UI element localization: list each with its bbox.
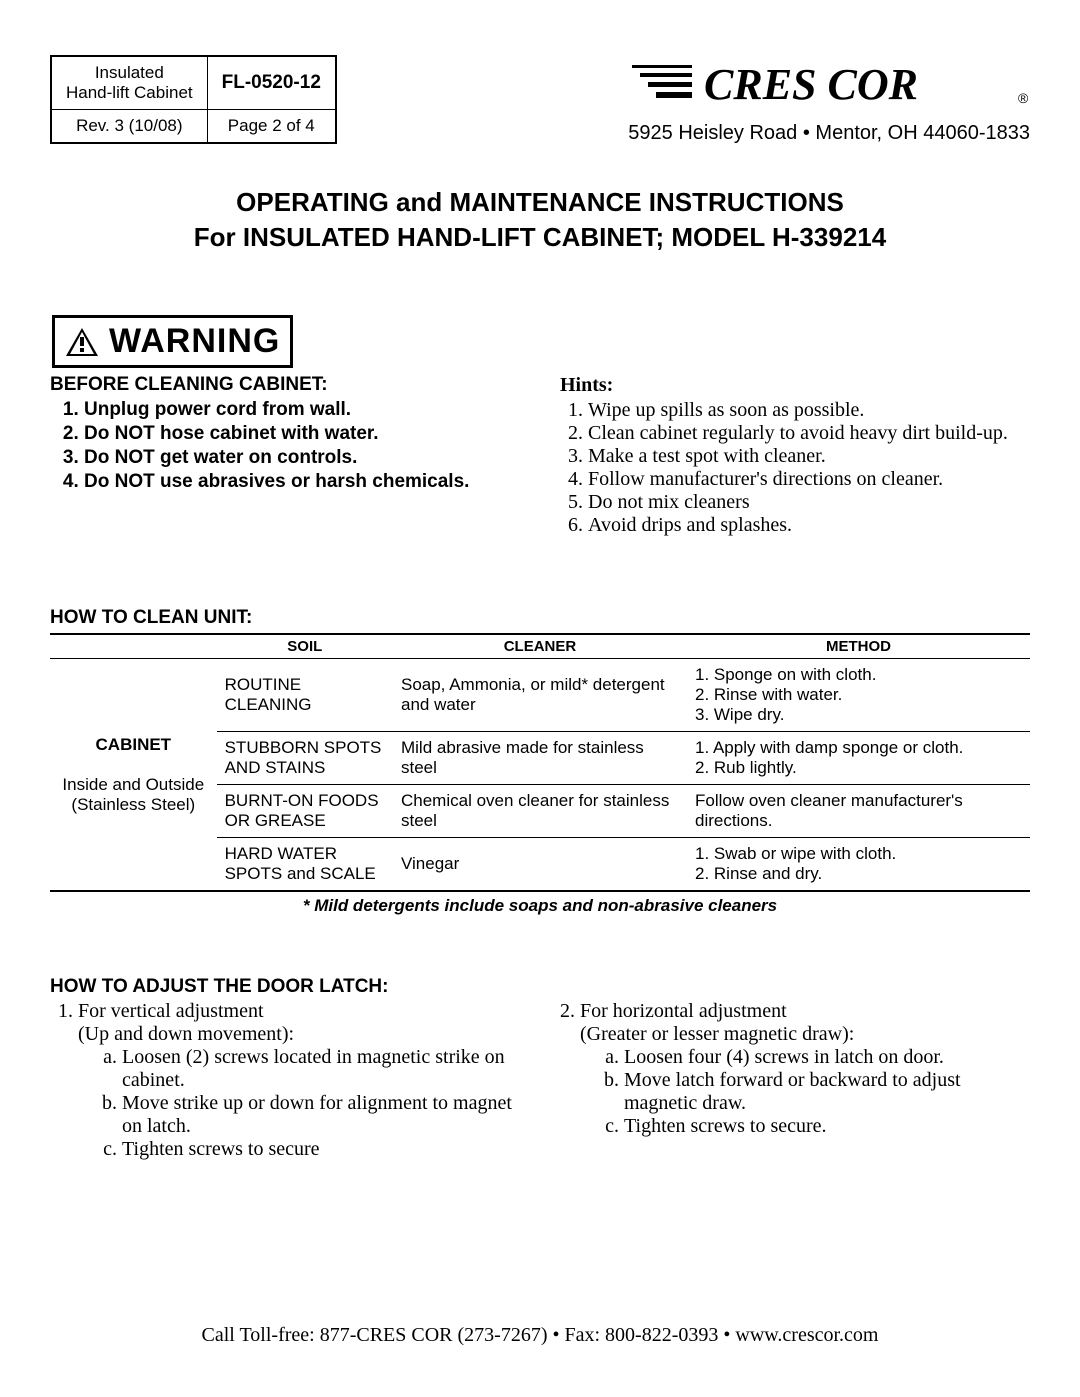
list-item: Tighten screws to secure. — [624, 1115, 1030, 1138]
warning-badge: WARNING — [52, 315, 293, 368]
list-item: Avoid drips and splashes. — [588, 514, 1030, 537]
list-item: Make a test spot with cleaner. — [588, 445, 1030, 468]
logo-block: CRES COR ® 5925 Heisley Road • Mentor, O… — [628, 55, 1030, 145]
list-item: Follow manufacturer's directions on clea… — [588, 468, 1030, 491]
cell-soil: ROUTINE CLEANING — [217, 659, 393, 732]
logo-address: 5925 Heisley Road • Mentor, OH 44060-183… — [628, 122, 1030, 145]
before-cleaning-section: BEFORE CLEANING CABINET: Unplug power co… — [50, 374, 520, 537]
list-item: Tighten screws to secure — [122, 1138, 528, 1161]
th-method: METHOD — [687, 634, 1030, 659]
table-header-row: SOIL CLEANER METHOD — [50, 634, 1030, 659]
th-blank — [50, 634, 217, 659]
hints-section: Hints: Wipe up spills as soon as possibl… — [560, 374, 1030, 537]
list-item: Clean cabinet regularly to avoid heavy d… — [588, 422, 1030, 445]
main-title: OPERATING and MAINTENANCE INSTRUCTIONS F… — [50, 185, 1030, 255]
crescor-logo: CRES COR ® — [630, 55, 1030, 115]
cell-cleaner: Soap, Ammonia, or mild* detergent and wa… — [393, 659, 687, 732]
cell-soil: BURNT-ON FOODS OR GREASE — [217, 785, 393, 838]
list-item: Wipe up spills as soon as possible. — [588, 399, 1030, 422]
th-cleaner: CLEANER — [393, 634, 687, 659]
footer-contact: Call Toll-free: 877-CRES COR (273-7267) … — [0, 1324, 1080, 1347]
before-cleaning-heading: BEFORE CLEANING CABINET: — [50, 374, 520, 396]
warning-icon — [65, 327, 99, 357]
cell-soil: STUBBORN SPOTS AND STAINS — [217, 732, 393, 785]
logo-text: CRES COR — [704, 60, 918, 109]
list-item: Loosen (2) screws located in magnetic st… — [122, 1046, 528, 1092]
th-soil: SOIL — [217, 634, 393, 659]
cell-cleaner: Chemical oven cleaner for stainless stee… — [393, 785, 687, 838]
info-doc-number: FL-0520-12 — [207, 56, 336, 110]
hints-heading: Hints: — [560, 374, 1030, 397]
list-item: Move strike up or down for alignment to … — [122, 1092, 528, 1138]
info-revision: Rev. 3 (10/08) — [51, 110, 207, 144]
before-cleaning-list: Unplug power cord from wall. Do NOT hose… — [84, 398, 520, 494]
list-item: Unplug power cord from wall. — [84, 398, 520, 422]
cell-method: Follow oven cleaner manufacturer's direc… — [687, 785, 1030, 838]
hints-list: Wipe up spills as soon as possible. Clea… — [588, 399, 1030, 537]
info-page: Page 2 of 4 — [207, 110, 336, 144]
cell-soil: HARD WATER SPOTS and SCALE — [217, 838, 393, 892]
header: Insulated Hand-lift Cabinet FL-0520-12 R… — [50, 55, 1030, 145]
table-row: CABINET Inside and Outside (Stainless St… — [50, 659, 1030, 732]
cell-cleaner: Mild abrasive made for stainless steel — [393, 732, 687, 785]
list-item: Do NOT get water on controls. — [84, 446, 520, 470]
clean-heading: HOW TO CLEAN UNIT: — [50, 607, 1030, 629]
cell-method: 1. Apply with damp sponge or cloth. 2. R… — [687, 732, 1030, 785]
info-product: Insulated Hand-lift Cabinet — [51, 56, 207, 110]
list-item: Do NOT use abrasives or harsh chemicals. — [84, 470, 520, 494]
latch-horizontal: For horizontal adjustment (Greater or le… — [552, 1000, 1030, 1161]
list-item: Move latch forward or backward to adjust… — [624, 1069, 1030, 1115]
cell-method: 1. Sponge on with cloth. 2. Rinse with w… — [687, 659, 1030, 732]
list-item: Do not mix cleaners — [588, 491, 1030, 514]
list-item: Loosen four (4) screws in latch on door. — [624, 1046, 1030, 1069]
cleaning-table: SOIL CLEANER METHOD CABINET Inside and O… — [50, 633, 1030, 892]
cell-method: 1. Swab or wipe with cloth. 2. Rinse and… — [687, 838, 1030, 892]
warning-label: WARNING — [109, 322, 280, 361]
row-group-label: CABINET Inside and Outside (Stainless St… — [50, 659, 217, 892]
latch-heading: HOW TO ADJUST THE DOOR LATCH: — [50, 976, 1030, 998]
latch-vertical: For vertical adjustment (Up and down mov… — [50, 1000, 528, 1161]
table-footnote: * Mild detergents include soaps and non-… — [50, 896, 1030, 916]
doc-info-box: Insulated Hand-lift Cabinet FL-0520-12 R… — [50, 55, 337, 144]
svg-text:®: ® — [1018, 90, 1029, 106]
cell-cleaner: Vinegar — [393, 838, 687, 892]
list-item: Do NOT hose cabinet with water. — [84, 422, 520, 446]
